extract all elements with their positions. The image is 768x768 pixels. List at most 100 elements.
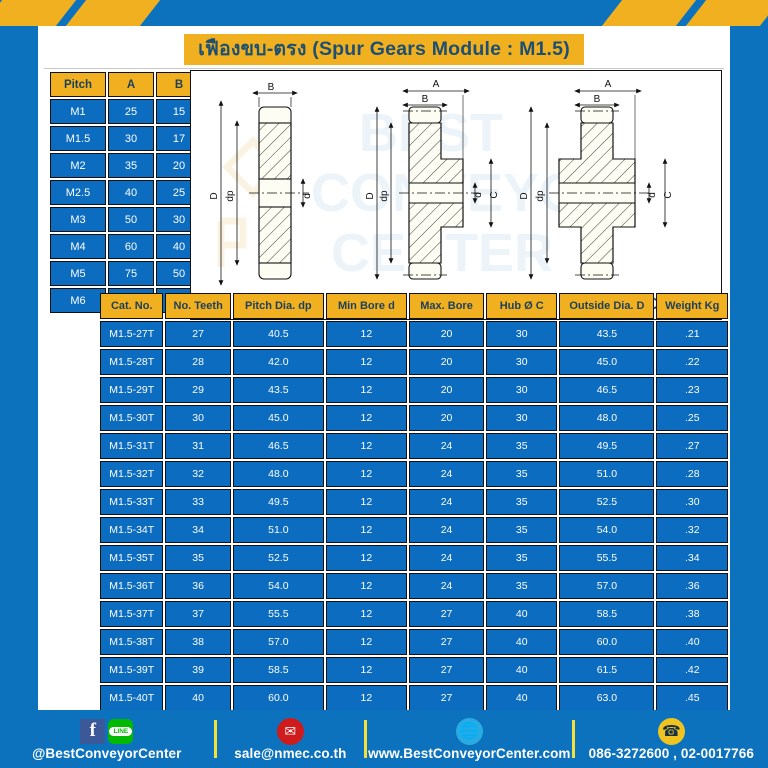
cell-pitch: M1.5 bbox=[50, 126, 106, 151]
cell-min-bore: 12 bbox=[325, 321, 407, 347]
cell-no-teeth: 33 bbox=[165, 489, 231, 515]
table-row: M1 25 15 bbox=[50, 99, 202, 124]
contact-footer: f LINE @BestConveyorCenter ✉ sale@nmec.c… bbox=[0, 710, 768, 768]
cell-no-teeth: 35 bbox=[165, 545, 231, 571]
table-row: M1.5-39T 39 58.5 12 27 40 61.5.42 bbox=[100, 657, 728, 683]
table-row: M1.5 30 17 bbox=[50, 126, 202, 151]
cell-cat-no: M1.5-40T bbox=[100, 685, 164, 711]
svg-text:A: A bbox=[433, 79, 440, 90]
table-row: M1.5-35T 35 52.5 12 24 35 55.5.34 bbox=[100, 545, 728, 571]
cell-outside-dia: 60.0 bbox=[559, 629, 655, 655]
table-row: M1.5-30T 30 45.0 12 20 30 48.0.25 bbox=[100, 405, 728, 431]
cell-max-bore: 20 bbox=[408, 321, 485, 347]
cell-no-teeth: 27 bbox=[165, 321, 231, 347]
cell-min-bore: 12 bbox=[325, 349, 407, 375]
cell-hub-c: 35 bbox=[486, 489, 558, 515]
gear-types-diagram-panel: BEST CONVEYOR CENTER bbox=[190, 70, 722, 320]
cell-cat-no: M1.5-39T bbox=[100, 657, 164, 683]
svg-text:d: d bbox=[473, 192, 484, 198]
svg-text:d: d bbox=[647, 192, 658, 198]
spec-table-body: M1.5-27T 27 40.5 12 20 30 43.5.21 M1.5-28T 28 42… bbox=[100, 321, 728, 739]
cell-pitch-dia: 49.5 bbox=[232, 489, 324, 515]
table-row: M5 75 50 bbox=[50, 261, 202, 286]
cell-max-bore: 24 bbox=[408, 517, 485, 543]
cell-cat-no: M1.5-38T bbox=[100, 629, 164, 655]
footer-website[interactable]: 🌐 www.BestConveyorCenter.com bbox=[367, 717, 571, 761]
footer-divider bbox=[213, 720, 217, 758]
cell-max-bore: 24 bbox=[408, 573, 485, 599]
svg-text:B: B bbox=[268, 82, 275, 93]
cell-max-bore: 24 bbox=[408, 461, 485, 487]
cell-min-bore: 12 bbox=[325, 573, 407, 599]
chevron-stripe bbox=[601, 0, 697, 26]
email-icon: ✉ bbox=[276, 717, 304, 745]
cell-pitch: M2.5 bbox=[50, 180, 106, 205]
cell-b: 15 bbox=[156, 99, 202, 124]
table-row: M1.5-37T 37 55.5 12 27 40 58.5.38 bbox=[100, 601, 728, 627]
gear-section-drawings: B D dp d bbox=[209, 79, 674, 286]
cell-a: 75 bbox=[108, 261, 154, 286]
spur-gear-spec-table: Cat. No. No. Teeth Pitch Dia. dp Min Bor… bbox=[98, 291, 730, 741]
table-row: M1.5-29T 29 43.5 12 20 30 46.5.23 bbox=[100, 377, 728, 403]
phone-glyph: ☎ bbox=[657, 717, 685, 745]
cell-min-bore: 12 bbox=[325, 461, 407, 487]
table-row: M1.5-28T 28 42.0 12 20 30 45.0.22 bbox=[100, 349, 728, 375]
cell-pitch-dia: 46.5 bbox=[232, 433, 324, 459]
cell-weight: .40 bbox=[656, 629, 728, 655]
email-address: sale@nmec.co.th bbox=[234, 745, 347, 761]
footer-divider bbox=[571, 720, 575, 758]
cell-max-bore: 27 bbox=[408, 685, 485, 711]
cell-hub-c: 30 bbox=[486, 321, 558, 347]
table-row: M1.5-32T 32 48.0 12 24 35 51.0.28 bbox=[100, 461, 728, 487]
cell-min-bore: 12 bbox=[325, 489, 407, 515]
cell-outside-dia: 51.0 bbox=[559, 461, 655, 487]
svg-text:D: D bbox=[519, 192, 530, 199]
cell-outside-dia: 55.5 bbox=[559, 545, 655, 571]
phone-icon: ☎ bbox=[657, 717, 685, 745]
svg-text:dp: dp bbox=[535, 190, 546, 202]
chevron-stripe bbox=[0, 0, 77, 26]
cell-weight: .21 bbox=[656, 321, 728, 347]
cell-pitch: M3 bbox=[50, 207, 106, 232]
cell-a: 50 bbox=[108, 207, 154, 232]
col-header-outside-dia: Outside Dia. D bbox=[559, 293, 655, 319]
cell-weight: .22 bbox=[656, 349, 728, 375]
footer-email[interactable]: ✉ sale@nmec.co.th bbox=[217, 717, 364, 761]
website-url: www.BestConveyorCenter.com bbox=[368, 745, 571, 761]
footer-phone[interactable]: ☎ 086-3272600 , 02-0017766 bbox=[575, 717, 768, 761]
svg-text:A: A bbox=[605, 79, 612, 90]
cell-hub-c: 30 bbox=[486, 349, 558, 375]
table-row: M1.5-36T 36 54.0 12 24 35 57.0.36 bbox=[100, 573, 728, 599]
cell-pitch-dia: 42.0 bbox=[232, 349, 324, 375]
cell-hub-c: 35 bbox=[486, 461, 558, 487]
cell-weight: .42 bbox=[656, 657, 728, 683]
cell-max-bore: 20 bbox=[408, 405, 485, 431]
table-row: M1.5-31T 31 46.5 12 24 35 49.5.27 bbox=[100, 433, 728, 459]
cell-pitch-dia: 55.5 bbox=[232, 601, 324, 627]
cell-outside-dia: 57.0 bbox=[559, 573, 655, 599]
cell-a: 30 bbox=[108, 126, 154, 151]
cell-cat-no: M1.5-33T bbox=[100, 489, 164, 515]
cell-max-bore: 24 bbox=[408, 545, 485, 571]
chevron-stripe bbox=[65, 0, 161, 26]
svg-text:dp: dp bbox=[225, 190, 236, 202]
table-row: M1.5-33T 33 49.5 12 24 35 52.5.30 bbox=[100, 489, 728, 515]
cell-outside-dia: 48.0 bbox=[559, 405, 655, 431]
cell-no-teeth: 32 bbox=[165, 461, 231, 487]
cell-cat-no: M1.5-29T bbox=[100, 377, 164, 403]
cell-cat-no: M1.5-28T bbox=[100, 349, 164, 375]
cell-weight: .25 bbox=[656, 405, 728, 431]
cell-cat-no: M1.5-31T bbox=[100, 433, 164, 459]
cell-pitch-dia: 57.0 bbox=[232, 629, 324, 655]
cell-min-bore: 12 bbox=[325, 405, 407, 431]
cell-a: 35 bbox=[108, 153, 154, 178]
cell-min-bore: 12 bbox=[325, 657, 407, 683]
pitch-table-header-row: Pitch A B bbox=[50, 72, 202, 97]
footer-social[interactable]: f LINE @BestConveyorCenter bbox=[0, 718, 214, 761]
table-row: M3 50 30 bbox=[50, 207, 202, 232]
cell-max-bore: 27 bbox=[408, 629, 485, 655]
cell-min-bore: 12 bbox=[325, 517, 407, 543]
col-header-no-teeth: No. Teeth bbox=[165, 293, 231, 319]
spec-table-header-row: Cat. No. No. Teeth Pitch Dia. dp Min Bor… bbox=[100, 293, 728, 319]
